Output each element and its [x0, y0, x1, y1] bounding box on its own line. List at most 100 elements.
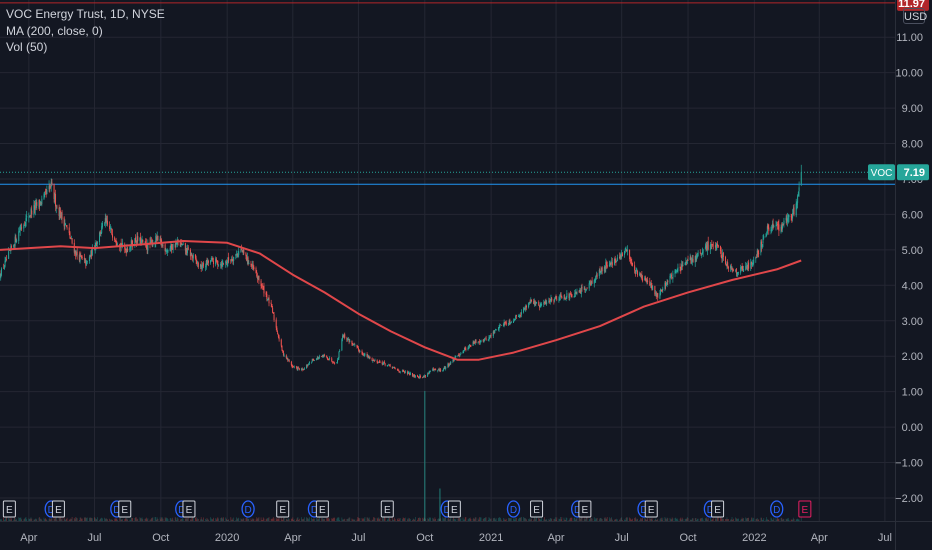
- volume-bar: [156, 519, 157, 521]
- candle-body: [135, 241, 137, 243]
- candle-body: [457, 355, 459, 357]
- candle-body: [220, 263, 222, 266]
- candle-body: [751, 263, 753, 265]
- dividend-marker-label: D: [444, 505, 451, 516]
- candle-body: [256, 276, 258, 279]
- volume-bar: [236, 518, 238, 521]
- volume-bar: [611, 517, 612, 521]
- volume-bar: [202, 519, 204, 521]
- candle-body: [348, 339, 350, 343]
- volume-bar: [328, 517, 330, 521]
- candle-body: [34, 203, 36, 210]
- volume-bar: [99, 518, 101, 521]
- volume-bar: [79, 517, 81, 521]
- candle-body: [18, 231, 20, 232]
- candle-body: [788, 215, 790, 217]
- candle-body: [70, 237, 72, 239]
- time-tick-label: Jul: [615, 532, 629, 544]
- earnings-marker-label: E: [714, 505, 721, 516]
- volume-bar: [735, 517, 737, 521]
- candle-body: [39, 199, 41, 206]
- volume-bar: [773, 517, 775, 521]
- candle-body: [112, 234, 114, 238]
- candle-body: [306, 365, 308, 367]
- volume-bar: [546, 519, 548, 521]
- volume-bar: [162, 518, 164, 521]
- volume-bar: [226, 518, 227, 521]
- candle-body: [661, 290, 663, 291]
- candle-body: [654, 286, 656, 295]
- candle-body: [137, 236, 139, 241]
- candle-body: [437, 369, 439, 370]
- volume-bar: [422, 517, 424, 521]
- volume-bar: [508, 517, 509, 521]
- volume-bar: [480, 517, 482, 521]
- candle-body: [210, 257, 212, 262]
- candle-body: [399, 371, 401, 372]
- candle-body: [144, 241, 146, 243]
- candle-body: [210, 260, 212, 263]
- dividend-marker-label: D: [640, 505, 647, 516]
- candle-body: [275, 319, 277, 328]
- candle-body: [760, 241, 762, 253]
- candle-body: [323, 355, 325, 357]
- volume-bar: [161, 517, 162, 521]
- legend-ma[interactable]: MA (200, close, 0): [6, 23, 103, 38]
- volume-bar: [645, 518, 646, 521]
- candle-body: [727, 262, 729, 267]
- candle-body: [45, 192, 47, 194]
- candle-body: [245, 252, 247, 256]
- volume-bar: [64, 519, 66, 521]
- candle-body: [167, 250, 169, 252]
- volume-bar: [211, 519, 213, 521]
- candle-body: [185, 248, 187, 252]
- volume-bar: [389, 517, 390, 521]
- candle-body: [312, 359, 314, 360]
- candle-body: [447, 364, 449, 367]
- candle-body: [262, 285, 264, 287]
- volume-bar: [373, 517, 375, 521]
- candle-body: [449, 363, 451, 365]
- candle-body: [706, 244, 708, 251]
- volume-bar: [117, 519, 118, 521]
- volume-bar: [443, 518, 445, 521]
- volume-bar: [458, 518, 460, 521]
- volume-bar: [349, 517, 351, 521]
- legend-title[interactable]: VOC Energy Trust, 1D, NYSE: [6, 7, 165, 21]
- candle-body: [664, 282, 666, 289]
- volume-bar: [742, 518, 744, 521]
- volume-bar: [403, 518, 405, 521]
- volume-bar: [331, 518, 333, 521]
- candle-body: [524, 308, 526, 309]
- volume-bar: [747, 517, 749, 521]
- volume-bar: [443, 518, 444, 521]
- candle-body: [535, 303, 537, 305]
- volume-bar: [215, 519, 217, 521]
- volume-bar: [606, 517, 608, 521]
- candle-body: [413, 375, 415, 376]
- legend-volume[interactable]: Vol (50): [6, 40, 48, 54]
- candle-body: [171, 248, 173, 250]
- currency-label[interactable]: USD: [903, 8, 927, 24]
- volume-bar: [66, 517, 68, 521]
- candle-body: [322, 355, 324, 357]
- volume-bar: [529, 519, 531, 521]
- volume-bar: [743, 518, 744, 521]
- candle-body: [624, 250, 626, 255]
- volume-bar: [741, 517, 743, 521]
- volume-bar: [368, 518, 369, 521]
- volume-bar: [172, 519, 174, 521]
- volume-bar: [89, 517, 90, 521]
- volume-bar: [14, 518, 16, 521]
- candle-body: [583, 288, 585, 290]
- candle-body: [189, 249, 191, 257]
- candle-body: [21, 227, 23, 229]
- volume-bar: [510, 518, 512, 521]
- volume-bar: [682, 519, 684, 521]
- volume-bar: [399, 518, 401, 521]
- candle-body: [378, 361, 380, 363]
- candle-body: [757, 250, 759, 255]
- candle-body: [554, 297, 556, 299]
- volume-bar: [795, 519, 797, 521]
